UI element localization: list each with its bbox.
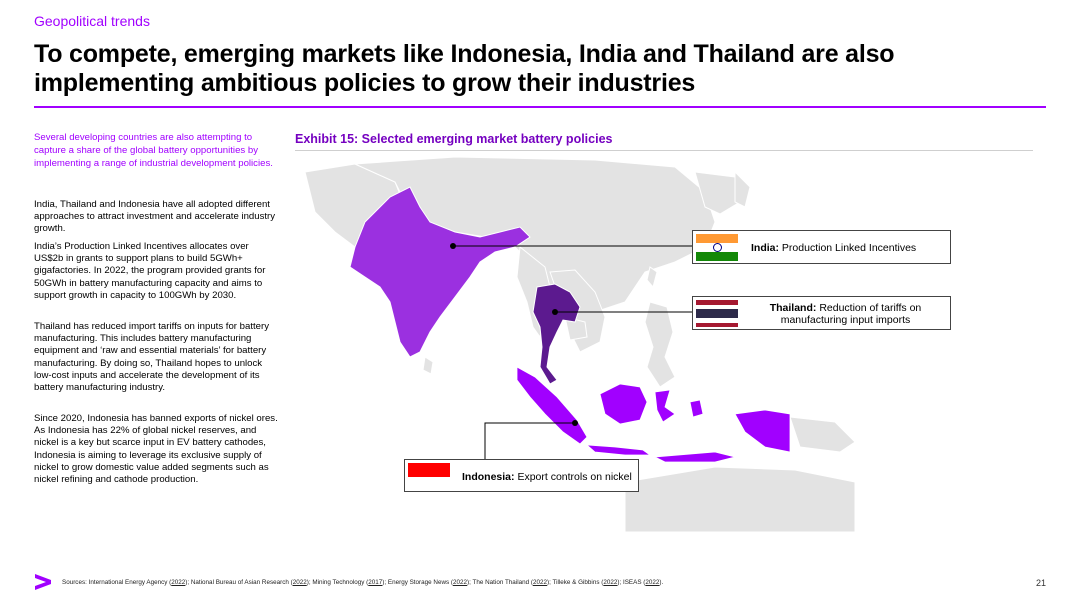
indonesia-callout-policy: Export controls on nickel <box>517 471 632 483</box>
indonesia-callout-country: Indonesia: <box>462 471 515 483</box>
connector-dots <box>450 243 578 426</box>
indonesia-shapes <box>516 366 791 463</box>
source-item: Energy Storage News (2022); <box>387 579 473 586</box>
thailand-callout: Thailand: Reduction of tariffs on manufa… <box>692 296 951 330</box>
india-flag <box>696 234 738 261</box>
connector-lines <box>453 245 693 462</box>
source-item: ISEAS (2022). <box>622 579 664 586</box>
footer-sources: Sources: International Energy Agency (20… <box>62 579 664 586</box>
body-paragraph-4: Since 2020, Indonesia has banned exports… <box>34 413 278 486</box>
asia-map <box>304 156 856 532</box>
source-item: The Nation Thailand (2022); <box>472 579 553 586</box>
body-paragraph-3: Thailand has reduced import tariffs on i… <box>34 321 269 394</box>
thailand-shape <box>532 283 581 385</box>
greater-than-logo-icon <box>35 574 51 590</box>
title-divider <box>34 106 1046 108</box>
india-shape <box>349 186 531 358</box>
thailand-callout-policy: Reduction of tariffs on manufacturing in… <box>780 302 922 326</box>
source-item: Tilleke & Gibbins (2022); <box>552 579 623 586</box>
thailand-flag <box>696 300 738 327</box>
thailand-callout-country: Thailand: <box>769 302 817 314</box>
source-item: Mining Technology (2017); <box>312 579 388 586</box>
india-callout: India: Production Linked Incentives <box>692 230 951 264</box>
section-label: Geopolitical trends <box>34 13 150 29</box>
indonesia-callout: Indonesia: Export controls on nickel <box>404 459 639 492</box>
exhibit-title: Exhibit 15: Selected emerging market bat… <box>295 132 613 146</box>
india-callout-country: India: <box>751 242 779 254</box>
india-callout-policy: Production Linked Incentives <box>781 242 917 254</box>
indonesia-flag <box>408 463 450 490</box>
intro-text: Several developing countries are also at… <box>34 132 273 170</box>
source-item: International Energy Agency (2022); <box>88 579 191 586</box>
exhibit-divider <box>295 150 1033 151</box>
source-item: National Bureau of Asian Research (2022)… <box>190 579 313 586</box>
body-paragraph-2: India’s Production Linked Incentives all… <box>34 241 266 301</box>
page-number: 21 <box>1036 578 1047 588</box>
body-paragraph-1: India, Thailand and Indonesia have all a… <box>34 199 276 235</box>
page-title: To compete, emerging markets like Indone… <box>34 40 895 97</box>
